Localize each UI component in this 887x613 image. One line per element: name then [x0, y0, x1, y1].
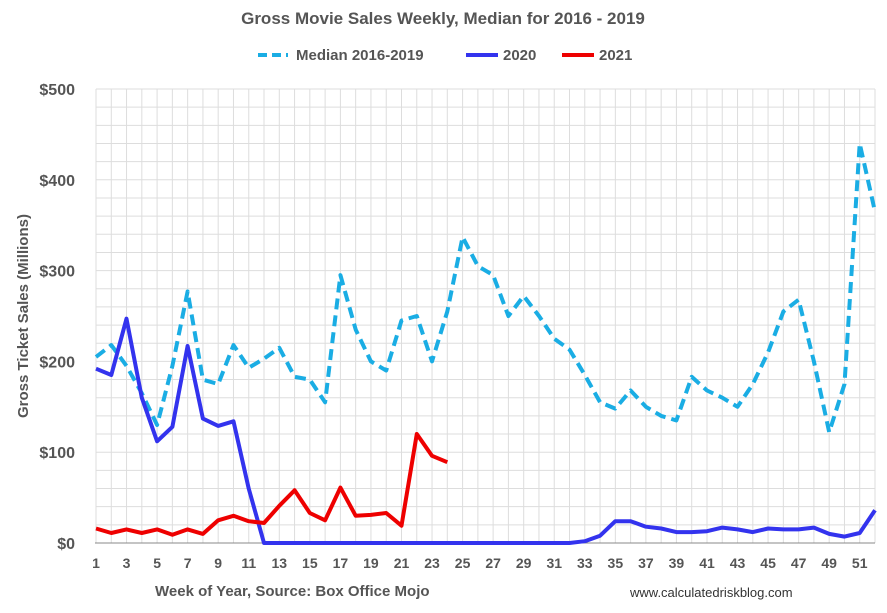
y-axis-label: Gross Ticket Sales (Millions): [15, 214, 32, 418]
x-tick-label: 1: [92, 555, 100, 571]
x-tick-label: 45: [760, 555, 776, 571]
x-tick-label: 11: [241, 555, 256, 571]
x-tick-label: 5: [153, 555, 161, 571]
x-axis-label: Week of Year, Source: Box Office Mojo: [155, 583, 430, 600]
x-tick-label: 19: [363, 555, 379, 571]
source-credit: www.calculatedriskblog.com: [629, 585, 793, 600]
x-tick-label: 15: [302, 555, 318, 571]
x-tick-label: 31: [546, 555, 562, 571]
y-tick-label: $100: [39, 445, 75, 462]
x-tick-label: 41: [699, 555, 715, 571]
legend-label-2021: 2021: [599, 47, 632, 64]
y-tick-label: $400: [39, 173, 75, 190]
x-tick-label: 23: [424, 555, 440, 571]
x-tick-label: 47: [791, 555, 807, 571]
series-line-2020: [95, 316, 877, 545]
legend: Median 2016-2019 2020 2021: [258, 47, 632, 64]
legend-label-2020: 2020: [503, 47, 536, 64]
x-tick-label: 21: [394, 555, 410, 571]
series-line-median-2016-2019: [94, 141, 877, 435]
chart-title: Gross Movie Sales Weekly, Median for 201…: [241, 9, 645, 28]
x-tick-label: 39: [669, 555, 685, 571]
x-tick-label: 17: [333, 555, 349, 571]
x-axis-ticks: 1 3 5 7 9 11 13 15 17 19 21 23 25 27 29 31 33 35 37 39 41 43 4…: [92, 555, 868, 571]
x-tick-label: 3: [123, 555, 131, 571]
x-tick-label: 37: [638, 555, 654, 571]
x-tick-label: 29: [516, 555, 532, 571]
y-axis-ticks: $0 $100 $200 $300 $400 $500: [39, 82, 75, 553]
x-tick-label: 7: [184, 555, 192, 571]
x-tick-label: 13: [272, 555, 288, 571]
y-tick-label: $300: [39, 264, 75, 281]
x-tick-label: 25: [455, 555, 471, 571]
x-tick-label: 27: [485, 555, 501, 571]
x-tick-label: 51: [852, 555, 868, 571]
y-tick-label: $200: [39, 354, 75, 371]
x-tick-label: 49: [821, 555, 837, 571]
legend-label-median: Median 2016-2019: [296, 47, 424, 64]
series-lines: [94, 141, 877, 545]
series-line-2021: [95, 432, 449, 537]
x-tick-label: 35: [608, 555, 624, 571]
y-tick-label: $500: [39, 82, 75, 99]
y-tick-label: $0: [57, 536, 75, 553]
x-tick-label: 43: [730, 555, 746, 571]
gridlines: [95, 88, 876, 544]
x-tick-label: 33: [577, 555, 593, 571]
x-tick-label: 9: [214, 555, 222, 571]
